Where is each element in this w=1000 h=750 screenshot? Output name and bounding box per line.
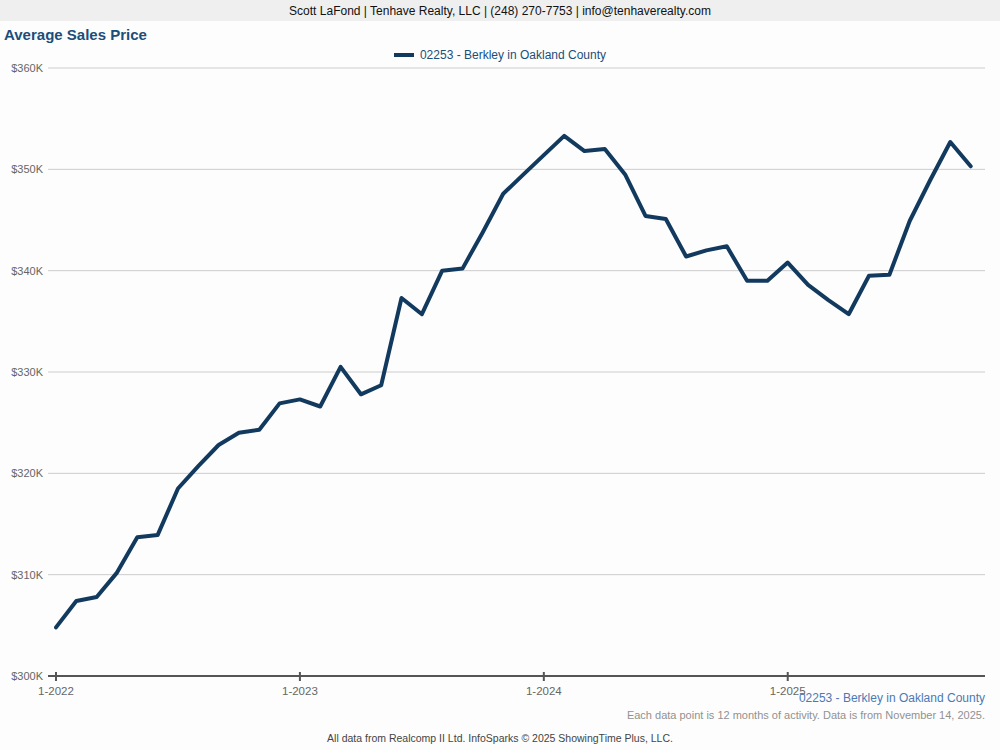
y-tick-label: $300K [11,670,43,682]
footer-attribution: All data from Realcomp II Ltd. InfoSpark… [0,732,1000,744]
price-line [56,136,971,628]
footer-series-label: 02253 - Berkley in Oakland County [799,691,985,705]
x-tick-label: 1-2023 [282,685,318,697]
x-tick-label: 1-2022 [38,685,74,697]
y-tick-label: $330K [11,366,43,378]
page: Scott LaFond | Tenhave Realty, LLC | (24… [0,0,1000,750]
average-sales-price-line-chart: $300K $310K $320K $330K $340K $350K $360K 1-202… [0,0,1000,750]
x-tick-label: 1-2024 [526,685,562,697]
y-tick-label: $310K [11,569,43,581]
y-tick-label: $350K [11,163,43,175]
y-tick-label: $360K [11,62,43,74]
y-tick-label: $340K [11,265,43,277]
y-tick-label: $320K [11,467,43,479]
footer-note: Each data point is 12 months of activity… [627,709,985,721]
